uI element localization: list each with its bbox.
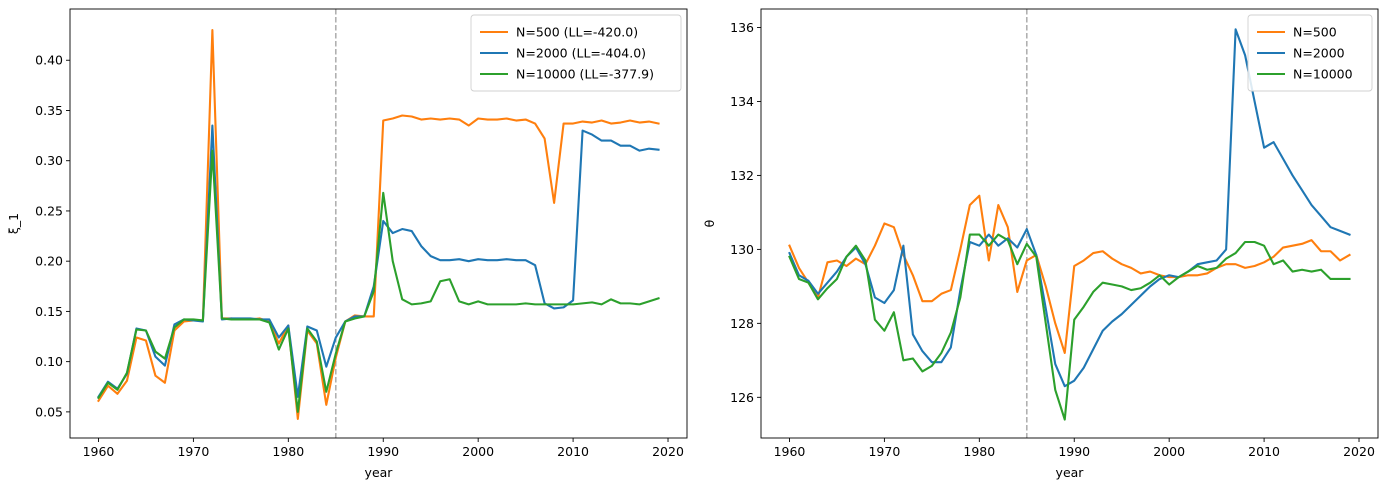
axes-frame: [760, 8, 1379, 439]
y-tick-label: 0.05: [35, 404, 63, 419]
x-tick-label: 1970: [868, 444, 900, 459]
x-tick-label: 1980: [272, 444, 304, 459]
y-tick-label: 0.30: [35, 153, 63, 168]
x-tick-label: 1990: [1058, 444, 1090, 459]
x-tick-label: 2000: [462, 444, 494, 459]
y-tick-label: 130: [730, 242, 754, 257]
legend: N=500 (LL=-420.0) N=2000 (LL=-404.0) N=100…: [470, 14, 682, 92]
y-tick-label: 128: [730, 316, 754, 331]
legend-box: [470, 14, 682, 92]
y-tick-label: 134: [730, 94, 754, 109]
x-tick-label: 2000: [1153, 444, 1185, 459]
x-tick-label: 1960: [774, 444, 806, 459]
y-tick-label: 0.25: [35, 203, 63, 218]
x-tick-label: 2020: [1343, 444, 1375, 459]
legend-label: N=2000 (LL=-404.0): [516, 46, 646, 61]
legend: N=500 N=2000 N=10000: [1247, 14, 1373, 92]
x-tick-label: 2010: [557, 444, 589, 459]
series-line-n-2000: [788, 28, 1351, 388]
y-tick-label: 126: [730, 390, 754, 405]
x-tick-label: 1960: [83, 444, 115, 459]
series-line-n-10000: [788, 233, 1351, 421]
legend-label: N=500 (LL=-420.0): [516, 25, 638, 40]
series-line-n-10000: [97, 149, 660, 413]
y-tick-label: 132: [730, 168, 754, 183]
xi1-chart: 1960 1970 1980 1990 2000 2010 2020 0.05 0.10 0.15…: [6, 8, 688, 480]
x-tick-label: 2010: [1248, 444, 1280, 459]
legend-box: [1247, 14, 1373, 92]
theta-chart: 1960 1970 1980 1990 2000 2010 2020 126 128 130 132…: [702, 8, 1379, 480]
legend-label: N=10000: [1293, 67, 1353, 82]
x-tick-label: 1990: [367, 444, 399, 459]
legend-label: N=2000: [1293, 46, 1345, 61]
y-tick-label: 0.20: [35, 254, 63, 269]
x-tick-label: 1980: [963, 444, 995, 459]
y-tick-label: 0.40: [35, 53, 63, 68]
y-axis-label: ξ_1: [6, 213, 21, 234]
y-tick-label: 0.15: [35, 304, 63, 319]
x-axis-label: year: [1056, 465, 1085, 480]
y-tick-label: 0.35: [35, 103, 63, 118]
y-axis-label: θ: [702, 220, 717, 228]
x-tick-label: 1970: [177, 444, 209, 459]
y-tick-label: 136: [730, 20, 754, 35]
x-tick-label: 2020: [652, 444, 684, 459]
series-line-n-500: [788, 194, 1351, 354]
legend-label: N=10000 (LL=-377.9): [516, 67, 654, 82]
axes-frame: [69, 8, 688, 439]
x-axis-label: year: [365, 465, 394, 480]
y-tick-label: 0.10: [35, 354, 63, 369]
legend-label: N=500: [1293, 25, 1337, 40]
